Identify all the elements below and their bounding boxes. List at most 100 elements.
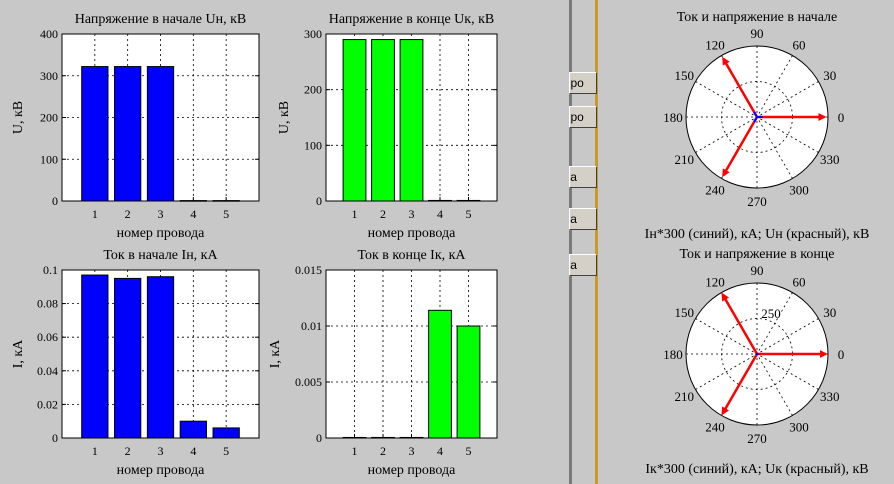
uh-ytick-label: 400: [40, 27, 58, 41]
ik-xtick-label: 2: [380, 444, 386, 458]
ih-ytick-label: 0.06: [37, 330, 58, 344]
ih-ytick-label: 0.1: [43, 263, 58, 277]
ik-xtick-label: 3: [409, 444, 415, 458]
ih-xtick-label: 5: [223, 444, 229, 458]
uh-bar-3: [146, 66, 175, 202]
polar_end-angle-label: 30: [823, 305, 836, 320]
uk-axes-frame: [325, 33, 498, 202]
ik-xtick-label: 5: [466, 444, 472, 458]
polar_end-voltage-vector-3: [721, 353, 759, 416]
uk-bar-1: [342, 39, 367, 202]
uk-ytick-label: 100: [304, 138, 322, 152]
ik-xtick-label: 1: [352, 444, 358, 458]
polar_end-angle-label: 0: [838, 347, 845, 362]
ih-bar-1: [81, 274, 109, 439]
polar_start-angle-label: 30: [823, 68, 836, 83]
polar_end-angle-label: 240: [705, 420, 725, 435]
splitter-left[interactable]: [569, 0, 572, 484]
uk-ylabel: U, кВ: [277, 101, 292, 134]
uh-bar-1: [81, 66, 109, 202]
side-button-4[interactable]: ва: [569, 208, 597, 230]
polar_start-xlabel: Iн*300 (синий), кА; Uн (красный), кВ: [645, 227, 870, 242]
polar_start-title: Ток и напряжение в начале: [677, 10, 837, 25]
ih-xlabel: номер провода: [117, 463, 206, 478]
polar_start-outer-circle: [685, 45, 829, 189]
ih-axes-frame: [61, 269, 260, 439]
uk-ytick-label: 0: [316, 194, 322, 208]
polar_start-angle-label: 240: [705, 183, 725, 198]
polar_end-angle-label: 210: [675, 389, 695, 404]
uh-xtick-label: 5: [223, 207, 229, 221]
uh-ylabel: U, кВ: [11, 101, 26, 134]
ih-ytick-label: 0.04: [37, 364, 58, 378]
polar_start-voltage-vector-2: [722, 56, 759, 118]
polar_end-title: Ток и напряжение в конце: [679, 247, 834, 262]
uh-xlabel: номер провода: [117, 226, 206, 241]
side-button-2[interactable]: про: [569, 106, 597, 128]
ih-xtick-label: 2: [125, 444, 131, 458]
polar_end-current-vector-2: [755, 352, 758, 355]
polar_start-angle-label: 270: [747, 194, 767, 209]
side-button-1[interactable]: про: [569, 72, 597, 94]
uh-xtick-label: 2: [125, 207, 131, 221]
polar_start-current-vector-2: [753, 111, 758, 118]
polar_end-angle-label: 60: [793, 274, 806, 289]
ih-bar-4: [179, 420, 207, 439]
uh-ytick-label: 300: [40, 69, 58, 83]
uh-xtick-label: 3: [158, 207, 164, 221]
polar_start-angle-label: 120: [705, 37, 725, 52]
uk-title: Напряжение в конце Uк, кВ: [329, 12, 494, 27]
ik-ytick-label: 0.01: [301, 319, 322, 333]
ih-ytick-label: 0: [52, 431, 58, 445]
uh-axes-frame: [61, 33, 260, 202]
ik-xtick-label: 4: [437, 444, 443, 458]
ih-ylabel: I, кА: [11, 339, 26, 368]
polar_start-angle-label: 330: [820, 152, 840, 167]
polar_end-xlabel: Iк*300 (синий), кА; Uк (красный), кВ: [645, 462, 868, 477]
uk-ytick-label: 300: [304, 27, 322, 41]
polar_start-angle-label: 90: [751, 26, 764, 41]
uh-xtick-label: 4: [190, 207, 196, 221]
polar_end-current-vector-3: [755, 353, 758, 356]
ih-xtick-label: 3: [158, 444, 164, 458]
uk-xtick-label: 3: [409, 207, 415, 221]
ih-ytick-label: 0.02: [37, 397, 58, 411]
polar_end-angle-label: 90: [751, 263, 764, 278]
uh-ytick-label: 100: [40, 152, 58, 166]
uk-ytick-label: 200: [304, 83, 322, 97]
polar_start-angle-label: 180: [663, 110, 683, 125]
polar_end-radial-label: 250: [761, 306, 781, 321]
uh-title: Напряжение в начале Uн, кВ: [75, 12, 247, 27]
polar_end-outer-circle: [685, 282, 829, 426]
ih-bar-2: [114, 277, 142, 439]
polar_start-angle-label: 300: [789, 183, 809, 198]
ik-bar-4: [428, 309, 452, 439]
polar_start-angle-label: 0: [838, 110, 845, 125]
ik-bar-5: [456, 325, 481, 439]
ik-title: Ток в конце Iк, кА: [357, 248, 466, 263]
polar_end-angle-label: 330: [820, 389, 840, 404]
ik-axes-frame: [325, 269, 498, 439]
side-button-3[interactable]: ва: [569, 166, 597, 188]
uk-xlabel: номер провода: [368, 226, 457, 241]
ih-xtick-label: 1: [92, 444, 98, 458]
ik-xlabel: номер провода: [368, 463, 457, 478]
ih-bar-3: [146, 276, 175, 439]
polar_end-angle-label: 120: [705, 274, 725, 289]
ih-xtick-label: 4: [190, 444, 196, 458]
side-button-5[interactable]: ва: [569, 254, 597, 276]
ik-ylabel: I, кА: [268, 339, 283, 368]
uh-bar-2: [114, 66, 142, 202]
polar_start-current-vector-3: [753, 116, 758, 123]
ik-ytick-label: 0.015: [295, 263, 322, 277]
ih-ytick-label: 0.08: [37, 297, 58, 311]
splitter-right[interactable]: [595, 0, 598, 484]
uh-xtick-label: 1: [92, 207, 98, 221]
polar_start-angle-label: 150: [675, 68, 695, 83]
polar_end-angle-label: 270: [747, 431, 767, 446]
uk-xtick-label: 1: [352, 207, 358, 221]
ik-ytick-label: 0.005: [295, 375, 322, 389]
polar_end-angle-label: 150: [675, 305, 695, 320]
